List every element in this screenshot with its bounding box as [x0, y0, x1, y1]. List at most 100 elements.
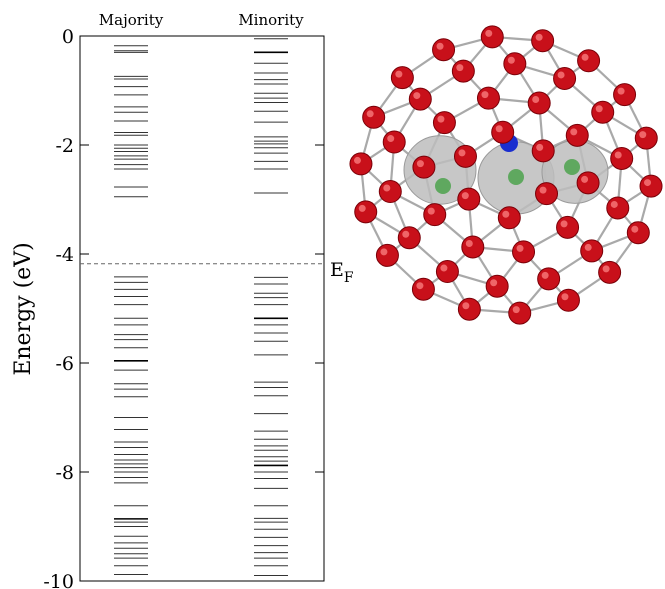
cage-atom	[432, 38, 456, 62]
cage-atom	[565, 123, 589, 147]
cage-atom	[580, 239, 604, 263]
cage-atom	[457, 187, 481, 211]
cage-atom	[453, 144, 477, 168]
atom-highlight	[485, 29, 493, 37]
fermi-level-label: EF	[330, 259, 354, 286]
cage-atom	[411, 277, 435, 301]
cage-atom	[461, 235, 485, 259]
cage-atom	[527, 91, 551, 115]
atom-highlight	[481, 91, 489, 99]
cage-atom	[485, 274, 509, 298]
atom-highlight	[427, 207, 435, 215]
series-minority	[254, 38, 288, 577]
cage-atom	[432, 111, 456, 135]
atom-highlight	[561, 293, 569, 301]
cage-atom	[491, 120, 515, 144]
cage-atom	[577, 49, 601, 73]
atom-highlight	[536, 143, 544, 151]
fermi-label-sub: F	[344, 270, 354, 286]
cage-atom	[382, 130, 406, 154]
y-tick-label: -10	[43, 571, 74, 589]
cage-atom	[435, 260, 459, 284]
plot-frame	[79, 35, 325, 582]
inner-atom	[564, 159, 580, 175]
atom-highlight	[456, 64, 464, 72]
cage-atom	[556, 215, 580, 239]
cage-atom	[606, 196, 630, 220]
cage-atom	[408, 87, 432, 111]
y-axis-ticks: 0 -2 -4 -6 -8 -10	[43, 26, 324, 589]
atom-highlight	[557, 71, 565, 79]
atom-highlight	[436, 42, 444, 50]
atom-highlight	[502, 210, 510, 218]
cage-atom	[535, 182, 559, 206]
atom-highlight	[462, 302, 470, 310]
series-majority	[114, 45, 148, 575]
atom-highlight	[490, 279, 498, 287]
atom-highlight	[416, 160, 424, 168]
y-tick-label: -2	[55, 135, 74, 157]
fullerene-molecule-illustration	[349, 25, 663, 325]
cage-atom	[476, 86, 500, 110]
y-tick-label: 0	[62, 26, 74, 48]
atom-highlight	[387, 135, 395, 143]
atom-highlight	[614, 151, 622, 159]
cage-atom	[362, 105, 386, 129]
cage-atom	[591, 100, 615, 124]
column-label-majority: Majority	[99, 11, 164, 29]
atom-highlight	[402, 230, 410, 238]
atom-highlight	[610, 200, 618, 208]
cage-atom	[531, 29, 555, 53]
atom-highlight	[560, 220, 568, 228]
column-label-minority: Minority	[238, 11, 304, 29]
atom-highlight	[507, 56, 515, 64]
atom-highlight	[495, 125, 503, 133]
cage-atom	[378, 180, 402, 204]
cage-atom	[354, 200, 378, 224]
y-tick-label: -4	[55, 244, 74, 266]
atom-highlight	[461, 192, 469, 200]
cage-atom	[375, 243, 399, 267]
cage-atom	[397, 226, 421, 250]
cage-atom	[576, 171, 600, 195]
atom-highlight	[631, 225, 639, 233]
atom-highlight	[383, 184, 391, 192]
atom-highlight	[535, 33, 543, 41]
cage-atom	[598, 260, 622, 284]
atom-highlight	[570, 128, 578, 136]
cage-atom	[423, 203, 447, 227]
atom-highlight	[380, 248, 388, 256]
cage-atom	[508, 301, 532, 325]
atom-highlight	[581, 53, 589, 61]
y-tick-label: -8	[55, 462, 74, 484]
atom-highlight	[440, 264, 448, 272]
atom-highlight	[541, 271, 549, 279]
cage-atom	[390, 66, 414, 90]
cage-atom	[503, 52, 527, 76]
inner-atom	[435, 178, 451, 194]
atom-highlight	[413, 92, 421, 100]
atom-highlight	[617, 87, 625, 95]
cage-atom	[610, 146, 634, 170]
cage-atom	[457, 297, 481, 321]
y-tick-label: -6	[55, 353, 74, 375]
atom-highlight	[458, 149, 466, 157]
cage-atom	[531, 139, 555, 163]
atom-highlight	[516, 244, 524, 252]
atom-highlight	[366, 110, 374, 118]
atom-highlight	[353, 156, 361, 164]
cage-atom	[639, 174, 663, 198]
atom-highlight	[395, 70, 403, 78]
atom-highlight	[416, 282, 424, 290]
atom-highlight	[437, 115, 445, 123]
atom-highlight	[602, 265, 610, 273]
cage-atom	[553, 66, 577, 90]
atom-highlight	[532, 95, 540, 103]
atom-highlight	[644, 179, 652, 187]
atom-highlight	[512, 306, 520, 314]
cage-atom	[626, 221, 650, 245]
atom-highlight	[465, 240, 473, 248]
cage-atom	[512, 240, 536, 264]
cage-atom	[537, 267, 561, 291]
cage-atom	[556, 288, 580, 312]
